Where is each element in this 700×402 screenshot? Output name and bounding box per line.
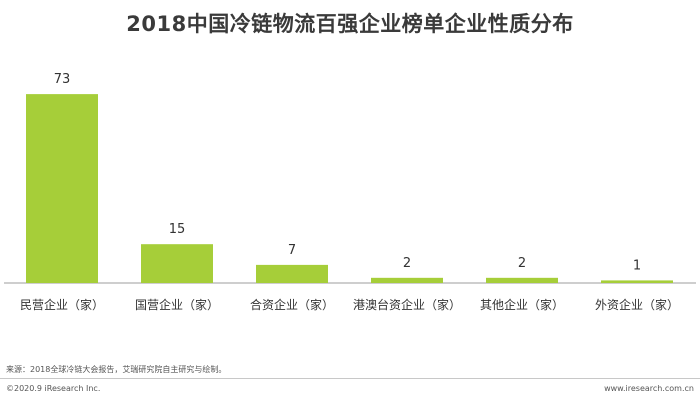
data-label: 7 — [288, 243, 296, 258]
bar — [601, 280, 673, 283]
bar — [371, 277, 443, 283]
bar — [256, 264, 328, 283]
data-label: 2 — [403, 256, 411, 271]
category-label: 其他企业（家） — [480, 297, 564, 312]
source-note: 来源：2018全球冷链大会报告，艾瑞研究院自主研究与绘制。 — [6, 365, 227, 374]
website-text: www.iresearch.com.cn — [604, 384, 694, 393]
data-label: 15 — [169, 222, 186, 237]
category-label: 国营企业（家） — [135, 297, 219, 312]
bar — [141, 244, 213, 283]
footer-divider — [0, 378, 700, 379]
chart-title: 2018中国冷链物流百强企业榜单企业性质分布 — [126, 12, 574, 36]
data-label: 1 — [633, 258, 641, 273]
copyright-text: ©2020.9 iResearch Inc. — [6, 384, 101, 393]
category-label: 合资企业（家） — [250, 297, 334, 312]
category-label: 民营企业（家） — [20, 297, 104, 312]
bar — [486, 277, 558, 283]
category-label: 港澳台资企业（家） — [353, 297, 461, 312]
category-label: 外资企业（家） — [595, 297, 679, 312]
data-label: 2 — [518, 256, 526, 271]
data-label: 73 — [54, 72, 71, 87]
bar — [26, 94, 98, 283]
